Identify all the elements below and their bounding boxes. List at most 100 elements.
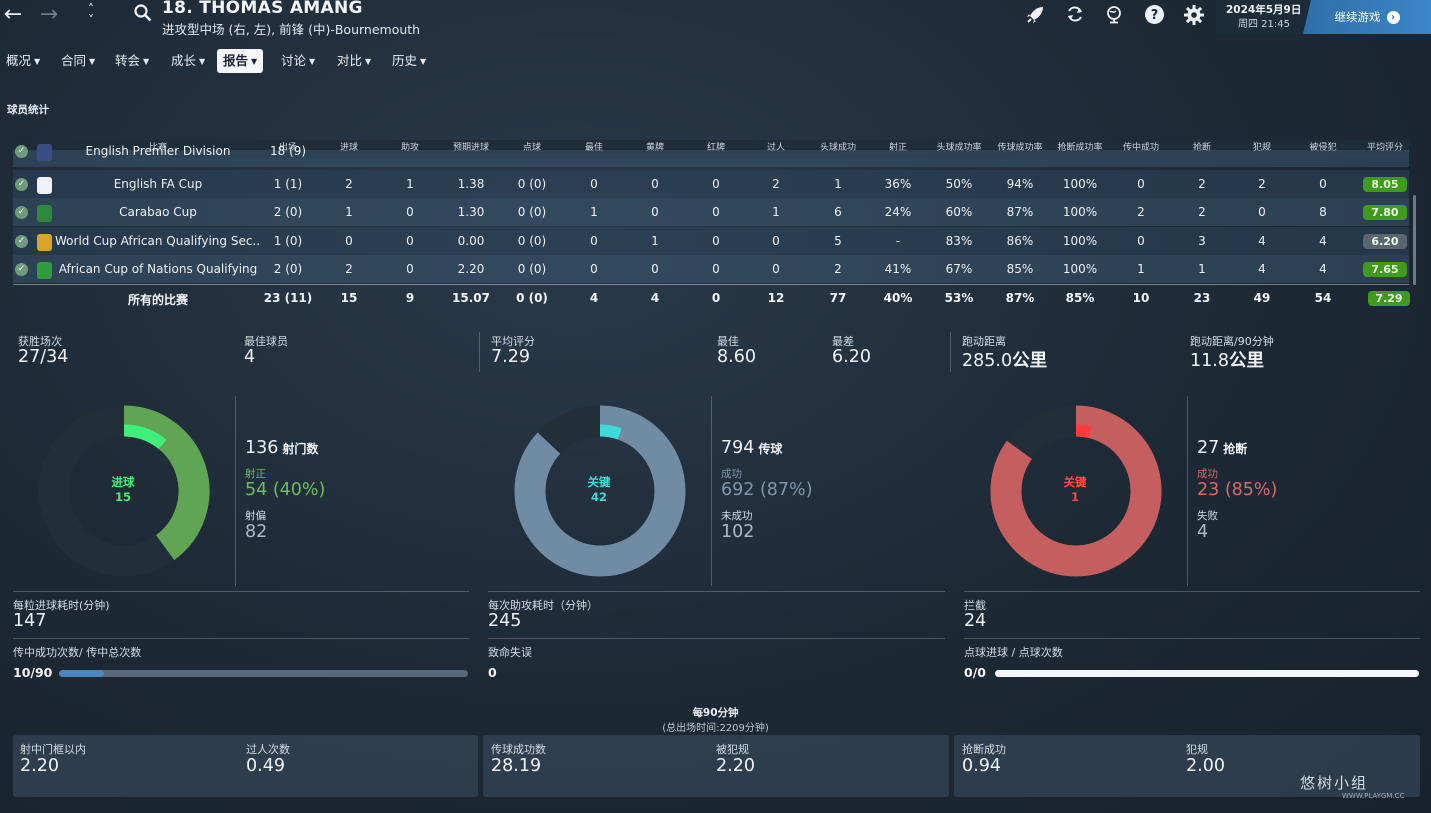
- table-cell-pass-pct: 87%: [1006, 205, 1034, 219]
- column-header-tackles[interactable]: 抢断: [1192, 143, 1211, 153]
- selected-check-icon[interactable]: ✓: [15, 145, 28, 158]
- table-row[interactable]: [13, 255, 1409, 283]
- competition-name[interactable]: World Cup African Qualifying Sec...: [55, 234, 261, 248]
- table-row[interactable]: [13, 150, 1409, 167]
- total-rating-badge: 7.29: [1368, 291, 1410, 306]
- table-cell-crosses: 0: [1137, 234, 1145, 248]
- globe-icon[interactable]: [1102, 4, 1126, 28]
- table-row[interactable]: [13, 170, 1409, 198]
- up-down-chevron-icon[interactable]: ˄ ˅: [88, 2, 94, 27]
- per90-card-passing: [483, 735, 949, 797]
- table-cell-pass-pct: 86%: [1006, 234, 1034, 248]
- tab-compare[interactable]: 对比 ▼: [337, 53, 372, 68]
- forward-arrow-icon[interactable]: →: [39, 2, 59, 27]
- worst-rating-value: 6.20: [832, 347, 871, 367]
- column-header-dribbles[interactable]: 过人: [766, 143, 785, 153]
- penalties-progress-fill: [995, 670, 1419, 677]
- totals-cell-apps: 23 (11): [263, 291, 313, 305]
- table-cell-header-pct: 67%: [945, 262, 973, 276]
- passes-completed-label: 成功: [721, 468, 742, 480]
- column-header-fouls[interactable]: 犯规: [1252, 143, 1271, 153]
- totals-cell-goals: 15: [340, 291, 358, 305]
- passes-completed-value: 692 (87%): [721, 480, 813, 500]
- totals-cell-pass-pct: 87%: [1005, 291, 1035, 305]
- tab-transfer[interactable]: 转会 ▼: [115, 53, 150, 68]
- column-header-yellow[interactable]: 黄牌: [645, 143, 664, 153]
- table-cell-dribbles: 0: [772, 262, 780, 276]
- column-header-header-pct[interactable]: 头球成功率: [936, 143, 982, 153]
- column-header-competition[interactable]: 比赛: [148, 143, 167, 153]
- tab-history[interactable]: 历史 ▼: [392, 53, 427, 68]
- divider: [1187, 396, 1188, 586]
- table-cell-assists: 0: [406, 205, 414, 219]
- column-header-fouled[interactable]: 被侵犯: [1309, 143, 1337, 153]
- column-header-motm[interactable]: 最佳: [584, 143, 603, 153]
- help-icon[interactable]: ?: [1142, 4, 1166, 28]
- table-cell-headers: 2: [834, 262, 842, 276]
- table-cell-shot-acc: 24%: [884, 205, 912, 219]
- wins-label: 获胜场次: [18, 335, 62, 348]
- column-header-goals[interactable]: 进球: [339, 143, 358, 153]
- table-cell-shot-acc: 36%: [884, 177, 912, 191]
- competition-name[interactable]: English FA Cup: [113, 177, 203, 191]
- table-scrollbar[interactable]: [1413, 195, 1416, 285]
- competition-name[interactable]: English Premier Division: [85, 144, 231, 158]
- column-header-shot-acc[interactable]: 射正: [888, 143, 907, 153]
- competition-logo-icon: [37, 262, 52, 279]
- passes-failed-label: 未成功: [721, 510, 753, 522]
- column-header-tackle-pct[interactable]: 抢断成功率: [1057, 143, 1103, 153]
- divider: [488, 638, 945, 639]
- table-cell-yellow: 0: [651, 177, 659, 191]
- selected-check-icon[interactable]: ✓: [15, 206, 28, 219]
- table-cell-goals: 2: [345, 177, 353, 191]
- table-cell-dribbles: 1: [772, 205, 780, 219]
- competition-name[interactable]: Carabao Cup: [119, 205, 197, 219]
- selected-check-icon[interactable]: ✓: [15, 178, 28, 191]
- shots-on-target-label: 射正: [245, 468, 266, 480]
- section-title: 球员统计: [7, 104, 49, 116]
- gear-icon[interactable]: [1182, 4, 1206, 28]
- totals-cell-tackles: 23: [1193, 291, 1211, 305]
- per90-card-defense: [954, 735, 1420, 797]
- column-header-headers[interactable]: 头球成功: [819, 143, 856, 153]
- per90-card-attack: [13, 735, 478, 797]
- table-row[interactable]: [13, 227, 1409, 255]
- totals-cell-shot-acc: 40%: [883, 291, 913, 305]
- table-cell-goals: 2: [345, 262, 353, 276]
- motm-value: 4: [244, 347, 256, 367]
- tab-reports[interactable]: 报告 ▼: [217, 49, 264, 73]
- back-arrow-icon[interactable]: ←: [3, 2, 23, 27]
- selected-check-icon[interactable]: ✓: [15, 235, 28, 248]
- table-cell-penalties: 0 (0): [517, 234, 547, 248]
- table-cell-fouls: 4: [1258, 234, 1266, 248]
- search-icon[interactable]: [132, 4, 154, 26]
- column-header-assists[interactable]: 助攻: [400, 143, 419, 153]
- column-header-apps[interactable]: 出场: [278, 143, 297, 153]
- competition-name[interactable]: African Cup of Nations Qualifying: [58, 262, 258, 276]
- column-header-avg-rating[interactable]: 平均评分: [1366, 143, 1403, 153]
- tab-contract[interactable]: 合同 ▼: [61, 53, 96, 68]
- refresh-icon[interactable]: [1063, 4, 1087, 28]
- column-header-crosses[interactable]: 传中成功: [1122, 143, 1159, 153]
- player-name: 18. THOMAS AMANG: [162, 0, 363, 18]
- tab-overview[interactable]: 概况 ▼: [6, 53, 41, 68]
- column-header-red[interactable]: 红牌: [706, 143, 725, 153]
- tab-development[interactable]: 成长 ▼: [171, 53, 206, 68]
- table-cell-crosses: 0: [1137, 177, 1145, 191]
- tab-discussion[interactable]: 讨论 ▼: [281, 53, 316, 68]
- column-header-xg[interactable]: 预期进球: [452, 143, 489, 153]
- continue-game-button[interactable]: 继续游戏 ›: [1303, 0, 1431, 34]
- table-cell-shot-acc: 41%: [884, 262, 912, 276]
- table-cell-headers: 1: [834, 177, 842, 191]
- column-header-penalties[interactable]: 点球: [522, 143, 541, 153]
- table-cell-red: 0: [712, 205, 720, 219]
- table-row[interactable]: [13, 198, 1409, 226]
- selected-check-icon[interactable]: ✓: [15, 263, 28, 276]
- divider: [964, 591, 1420, 592]
- column-header-pass-pct[interactable]: 传球成功率: [997, 143, 1043, 153]
- best-rating-value: 8.60: [717, 347, 756, 367]
- table-cell-assists: 0: [406, 262, 414, 276]
- crosses-label: 传中成功次数/ 传中总次数: [13, 646, 142, 659]
- rocket-icon[interactable]: [1023, 4, 1047, 28]
